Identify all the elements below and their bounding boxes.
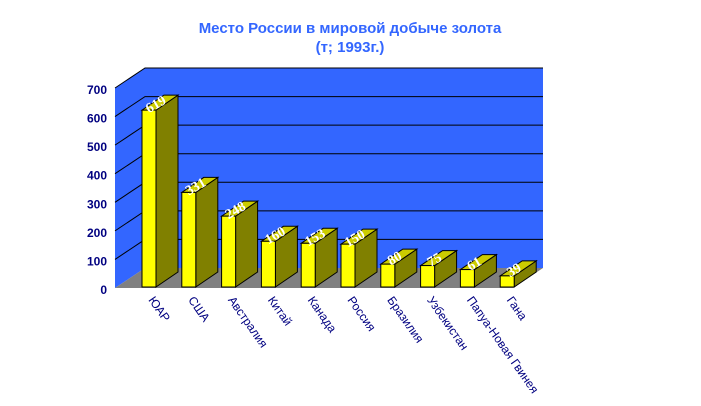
x-category-label: Бразилия	[384, 294, 426, 346]
side-wall	[115, 68, 145, 288]
x-category-label: Австралия	[225, 294, 270, 351]
y-tick-label: 0	[100, 283, 107, 297]
bar-front	[260, 240, 276, 288]
bar	[299, 227, 339, 288]
bar-front	[459, 269, 475, 288]
bar-side	[155, 94, 179, 288]
data-label: 75	[425, 251, 445, 271]
y-tick-label: 300	[87, 197, 107, 211]
data-label: 39	[505, 261, 525, 281]
x-category-label: США	[185, 294, 212, 325]
bar-front	[221, 215, 237, 288]
bar	[458, 253, 499, 288]
bar	[219, 200, 260, 288]
bar	[180, 176, 220, 288]
bar-front	[141, 109, 157, 288]
bar	[259, 225, 300, 288]
bar	[418, 249, 459, 288]
y-tick-label: 400	[87, 169, 107, 183]
bar	[339, 228, 379, 288]
chart-subtitle: (т; 1993г.)	[316, 39, 385, 56]
bar-front	[300, 242, 316, 288]
x-category-label: Канада	[305, 294, 340, 336]
x-category-label: Китай	[265, 294, 295, 329]
x-category-label: Папуа-Новая Гвинея	[464, 294, 542, 396]
x-category-label: Гана	[504, 294, 530, 323]
bar-front	[181, 191, 197, 288]
x-category-label: Россия	[345, 294, 379, 334]
bar-front	[499, 275, 515, 288]
x-category-label: Узбекистан	[424, 294, 471, 353]
data-label: 80	[385, 249, 405, 269]
gridline	[114, 67, 543, 89]
chart-title: Место России в мировой добыче золота	[199, 20, 502, 37]
data-label: 61	[465, 255, 485, 275]
bar	[379, 248, 419, 288]
bar	[140, 94, 180, 288]
y-tick-label: 200	[87, 226, 107, 240]
y-tick-label: 100	[87, 254, 107, 268]
gridline	[114, 96, 543, 117]
bar-front	[420, 265, 436, 288]
y-tick-label: 700	[87, 83, 107, 97]
y-tick-label: 500	[87, 140, 107, 154]
bar-front	[380, 263, 396, 288]
bar-front	[340, 243, 356, 288]
bar	[498, 259, 538, 288]
y-tick-label: 600	[87, 112, 107, 126]
x-category-label: ЮАР	[146, 294, 173, 325]
